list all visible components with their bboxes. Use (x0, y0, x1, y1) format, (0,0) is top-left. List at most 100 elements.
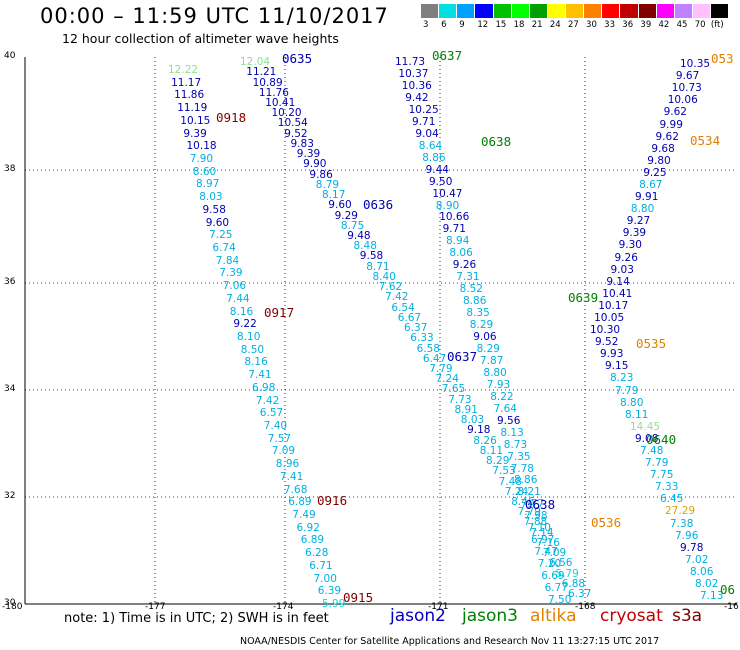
wave-height-reading: 8.16 (244, 356, 268, 369)
wave-height-reading: 8.06 (690, 565, 714, 578)
wave-height-reading: 7.73 (448, 393, 472, 406)
wave-height-reading: 9.78 (680, 541, 704, 554)
wave-height-reading: 9.48 (347, 229, 371, 242)
wave-height-reading: 8.91 (454, 403, 478, 416)
latitude-label: 30 (4, 598, 16, 608)
colorbar-label: 15 (495, 20, 507, 30)
colorbar-label: 27 (567, 20, 579, 30)
subtitle: 12 hour collection of altimeter wave hei… (62, 31, 339, 46)
pass-time-label: 0534 (690, 133, 721, 148)
wave-height-reading: 9.39 (296, 148, 321, 161)
wave-height-reading: 6.74 (212, 242, 236, 254)
wave-height-reading: 9.62 (663, 106, 687, 119)
wave-height-reading: 6.77 (544, 582, 568, 594)
colorbar-swatch (457, 4, 476, 18)
colorbar-swatch (421, 4, 440, 18)
wave-height-reading: 7.47 (534, 546, 558, 559)
wave-height-reading: 10.06 (667, 94, 698, 107)
wave-height-reading: 6.58 (416, 342, 440, 355)
longitude-label: -177 (145, 602, 166, 612)
wave-height-reading: 7.90 (189, 153, 214, 165)
wave-height-reading: 8.06 (449, 247, 473, 260)
wave-height-reading: 9.90 (303, 158, 327, 171)
wave-height-reading: 9.52 (284, 127, 308, 140)
page-title: 00:00 – 11:59 UTC 11/10/2017 (40, 4, 389, 28)
wave-height-reading: 7.84 (215, 254, 240, 267)
colorbar-swatch (711, 4, 730, 18)
colorbar-swatch (547, 4, 566, 18)
wave-height-reading: 11.76 (258, 86, 289, 99)
wave-height-reading: 8.10 (237, 331, 261, 343)
wave-height-reading: 6.37 (568, 588, 592, 600)
wave-height-reading: 7.75 (650, 469, 674, 482)
legend-cryosat: cryosat (600, 606, 663, 626)
wave-height-reading: 7.14 (530, 526, 554, 539)
colorbar-label: 6 (441, 20, 447, 30)
wave-height-reading: 7.40 (263, 420, 288, 432)
wave-height-reading: 10.41 (602, 287, 633, 300)
wave-height-reading: 8.71 (366, 260, 390, 273)
wave-height-reading: 6.37 (404, 322, 428, 334)
colorbar-swatch (656, 4, 675, 18)
pass-time-label: 0636 (363, 197, 394, 212)
latitude-label: 32 (4, 491, 16, 501)
wave-height-reading: 9.60 (328, 199, 352, 212)
wave-height-reading: 7.38 (670, 517, 694, 530)
wave-height-reading: 11.86 (174, 89, 205, 102)
longitude-label: -180 (2, 602, 23, 612)
wave-height-reading: 8.35 (466, 307, 490, 320)
latitude-label: 34 (4, 384, 16, 394)
longitude-label: -16 (724, 602, 739, 612)
wave-height-reading: 10.41 (265, 96, 296, 109)
wave-height-reading: 8.80 (630, 203, 655, 216)
wave-height-reading: 10.54 (277, 117, 308, 130)
wave-height-reading: 8.50 (240, 343, 265, 356)
pass-time-label: 0917 (264, 305, 295, 320)
wave-height-reading: 6.45 (660, 493, 684, 506)
wave-height-reading: 10.73 (671, 82, 702, 95)
longitude-label: -168 (575, 602, 596, 612)
colorbar-swatch (529, 4, 548, 18)
pass-time-label: 0639 (568, 290, 599, 305)
wave-height-reading: 9.25 (643, 166, 667, 179)
wave-height-reading: 7.02 (685, 553, 709, 566)
wave-height-reading: 8.67 (639, 178, 663, 191)
wave-height-reading: 8.86 (422, 151, 446, 164)
pass-time-label: 0536 (591, 515, 622, 530)
wave-height-reading: 7.87 (480, 354, 504, 367)
wave-height-reading: 7.09 (271, 445, 296, 458)
wave-height-reading: 7.41 (248, 369, 272, 382)
wave-height-reading: 7.48 (498, 475, 522, 488)
legend-s3a: s3a (672, 606, 703, 626)
wave-height-reading: 7.96 (675, 529, 699, 542)
wave-height-reading: 9.26 (614, 251, 638, 264)
wave-height-reading: 9.18 (467, 424, 491, 437)
wave-height-reading: 7.48 (640, 444, 664, 457)
wave-height-reading: 11.73 (395, 56, 426, 68)
wave-height-reading: 9.29 (334, 209, 358, 222)
latitude-label: 40 (4, 51, 16, 61)
wave-height-reading: 7.24 (504, 485, 529, 498)
wave-height-reading: 9.52 (595, 336, 619, 349)
wave-height-reading: 6.56 (549, 557, 573, 570)
wave-height-reading: 8.52 (459, 283, 483, 296)
wave-height-reading: 8.97 (196, 178, 220, 191)
wave-height-reading: 8.80 (483, 366, 507, 379)
wave-height-reading: 7.77 (520, 498, 545, 511)
wave-height-reading: 7.79 (429, 362, 453, 375)
wave-height-reading: 8.13 (500, 426, 524, 439)
colorbar-label: 33 (604, 20, 615, 30)
wave-height-reading: 7.62 (378, 281, 403, 294)
wave-height-reading: 7.10 (527, 522, 551, 535)
wave-height-reading: 10.66 (439, 211, 470, 224)
wave-height-reading: 9.39 (622, 227, 647, 240)
legend-altika: altika (530, 606, 577, 626)
wave-height-reading: 7.79 (517, 506, 541, 519)
wave-height-reading: 9.22 (233, 318, 257, 331)
wave-height-reading: 7.68 (284, 483, 308, 496)
wave-height-reading: 7.65 (441, 383, 466, 396)
wave-height-reading: 8.73 (503, 438, 528, 451)
colorbar-swatch (620, 4, 639, 18)
wave-height-reading: 6.69 (541, 570, 565, 583)
